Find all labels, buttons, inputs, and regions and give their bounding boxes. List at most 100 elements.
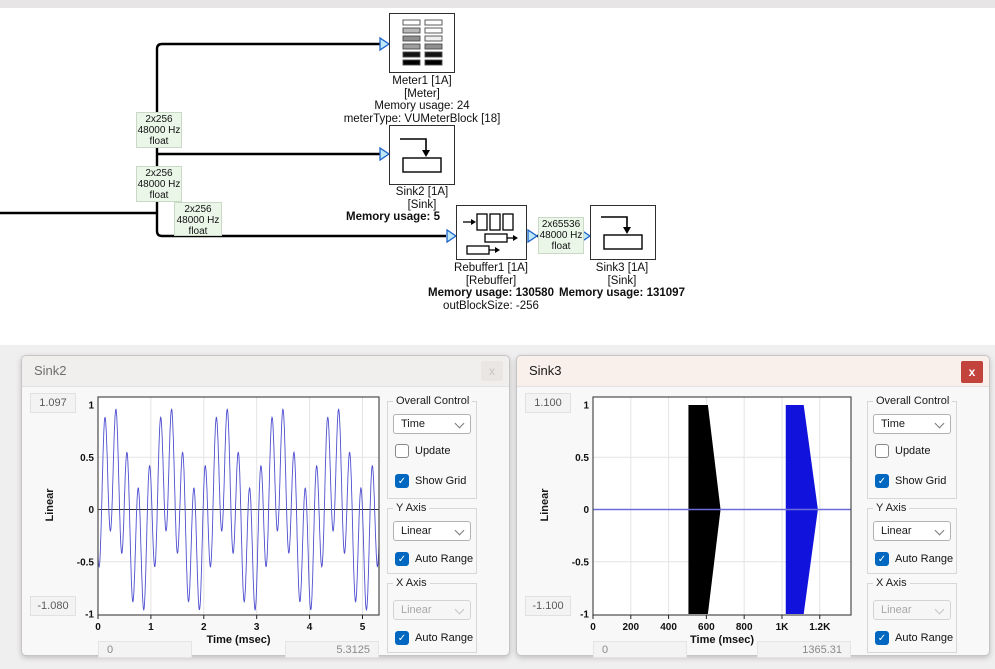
svg-text:-0.5: -0.5: [572, 557, 590, 568]
y-max-readout: 1.097: [30, 393, 76, 413]
signal-label: 2x256 48000 Hz float: [136, 112, 182, 148]
block-meter1[interactable]: [389, 13, 455, 73]
svg-text:200: 200: [622, 622, 639, 633]
x-start-readout: 0: [593, 641, 687, 658]
sink2-input-port: [379, 146, 391, 162]
x-scale-dropdown[interactable]: Linear: [873, 600, 951, 620]
rebuffer1-caption: Rebuffer1 [1A] [Rebuffer] Memory usage: …: [428, 262, 554, 312]
svg-text:1K: 1K: [776, 622, 790, 633]
y-axis-title: Linear: [539, 488, 551, 522]
sink3-plot[interactable]: 0 200 400 600 800 1K 1.2K 1 0.5 0 -0.5 -1 Time (msec…: [563, 394, 855, 648]
y-max-readout: 1.100: [525, 393, 571, 413]
scope-controls: Overall Control Time Update ✓ Show Grid …: [867, 356, 957, 655]
show-grid-checkbox[interactable]: ✓ Show Grid: [395, 474, 466, 488]
y-min-readout: -1.080: [30, 596, 76, 616]
y-auto-range-checkbox[interactable]: ✓ Auto Range: [395, 552, 473, 566]
sink2-titlebar[interactable]: Sink2 x: [22, 356, 509, 387]
rebuffer1-output-port: [527, 228, 539, 244]
domain-dropdown[interactable]: Time: [873, 414, 951, 434]
scope-controls: Overall Control Time Update ✓ Show Grid …: [387, 356, 477, 655]
y-axis-group: Y Axis Linear ✓ Auto Range: [387, 502, 477, 574]
rebuffer-icon: [463, 213, 518, 255]
svg-text:3: 3: [254, 622, 260, 633]
chevron-down-icon: [454, 418, 465, 429]
close-icon[interactable]: x: [961, 361, 983, 383]
svg-text:800: 800: [736, 622, 753, 633]
svg-text:1.2K: 1.2K: [809, 622, 831, 633]
signal-label: 2x256 48000 Hz float: [174, 202, 222, 237]
sink3-caption: Sink3 [1A] [Sink] Memory usage: 131097: [559, 262, 685, 299]
svg-text:0: 0: [88, 505, 94, 516]
svg-text:Time (msec): Time (msec): [690, 634, 754, 646]
top-toolbar-strip: [0, 0, 995, 8]
checkbox-box[interactable]: ✓: [875, 474, 889, 488]
svg-text:4: 4: [307, 622, 313, 633]
sink2-plot[interactable]: 0 1 2 3 4 5 1 0.5 0 -0.5 -1 Time (msec): [68, 394, 383, 648]
meter1-caption: Meter1 [1A] [Meter] Memory usage: 24 met…: [343, 75, 501, 125]
svg-text:2: 2: [201, 622, 207, 633]
show-grid-checkbox[interactable]: ✓ Show Grid: [875, 474, 946, 488]
chevron-down-icon: [454, 525, 465, 536]
meter1-input-port: [379, 36, 391, 52]
y-auto-range-checkbox[interactable]: ✓ Auto Range: [875, 552, 953, 566]
sink2-window: Sink2 x 1.097 Linear 0 1 2 3 4 5 1 0.5 0 -0.5 -1 Ti…: [21, 355, 510, 658]
sink3-titlebar[interactable]: Sink3 x: [517, 356, 989, 387]
svg-text:400: 400: [660, 622, 677, 633]
svg-text:1: 1: [88, 401, 94, 412]
sink-icon: [400, 138, 442, 173]
sink2-caption: Sink2 [1A] [Sink] Memory usage: 5: [346, 186, 449, 223]
window-title: Sink3: [529, 363, 562, 378]
svg-text:0.5: 0.5: [575, 453, 589, 464]
close-icon[interactable]: x: [481, 361, 503, 381]
checkbox-box[interactable]: [875, 444, 889, 458]
svg-text:-1: -1: [85, 610, 94, 621]
svg-text:0: 0: [590, 622, 596, 633]
x-end-readout: 1365.31: [757, 641, 851, 658]
svg-text:1: 1: [148, 622, 154, 633]
svg-text:Time (msec): Time (msec): [207, 634, 271, 646]
svg-text:0.5: 0.5: [80, 453, 94, 464]
y-scale-dropdown[interactable]: Linear: [873, 521, 951, 541]
sink-icon: [601, 216, 643, 250]
checkbox-box[interactable]: ✓: [875, 631, 889, 645]
wire-to-meter1: [155, 42, 380, 213]
x-axis-group: X Axis Linear ✓ Auto Range: [387, 577, 477, 653]
y-scale-dropdown[interactable]: Linear: [393, 521, 471, 541]
checkbox-box[interactable]: ✓: [395, 474, 409, 488]
svg-text:5: 5: [360, 622, 366, 633]
chevron-down-icon: [934, 525, 945, 536]
block-sink3[interactable]: [590, 205, 656, 260]
x-auto-range-checkbox[interactable]: ✓ Auto Range: [395, 631, 473, 645]
chevron-down-icon: [454, 604, 465, 615]
signal-label: 2x256 48000 Hz float: [136, 166, 182, 202]
x-scale-dropdown[interactable]: Linear: [393, 600, 471, 620]
y-axis-title: Linear: [44, 488, 56, 522]
svg-text:0: 0: [583, 505, 589, 516]
window-title: Sink2: [34, 363, 67, 378]
checkbox-box[interactable]: [395, 444, 409, 458]
update-checkbox[interactable]: Update: [395, 444, 450, 458]
chevron-down-icon: [934, 418, 945, 429]
update-checkbox[interactable]: Update: [875, 444, 930, 458]
domain-dropdown[interactable]: Time: [393, 414, 471, 434]
svg-text:-0.5: -0.5: [77, 557, 95, 568]
y-min-readout: -1.100: [525, 596, 571, 616]
x-axis-group: X Axis Linear ✓ Auto Range: [867, 577, 957, 653]
checkbox-box[interactable]: ✓: [395, 631, 409, 645]
block-rebuffer1[interactable]: [456, 205, 527, 260]
chevron-down-icon: [934, 604, 945, 615]
vu-meter-icon: [402, 19, 443, 66]
checkbox-box[interactable]: ✓: [395, 552, 409, 566]
x-auto-range-checkbox[interactable]: ✓ Auto Range: [875, 631, 953, 645]
block-sink2[interactable]: [389, 125, 455, 185]
sink3-window: Sink3 x 1.100 Linear 0 200 400 600 800 1K 1.2K…: [516, 355, 990, 658]
rebuffer1-input-port: [446, 228, 458, 244]
overall-control-group: Overall Control Time Update ✓ Show Grid: [387, 395, 477, 499]
wire-to-rebuffer1: [155, 213, 446, 238]
signal-label: 2x65536 48000 Hz float: [538, 217, 584, 254]
x-start-readout: 0: [98, 641, 192, 658]
svg-text:1: 1: [583, 401, 589, 412]
svg-text:600: 600: [698, 622, 715, 633]
checkbox-box[interactable]: ✓: [875, 552, 889, 566]
